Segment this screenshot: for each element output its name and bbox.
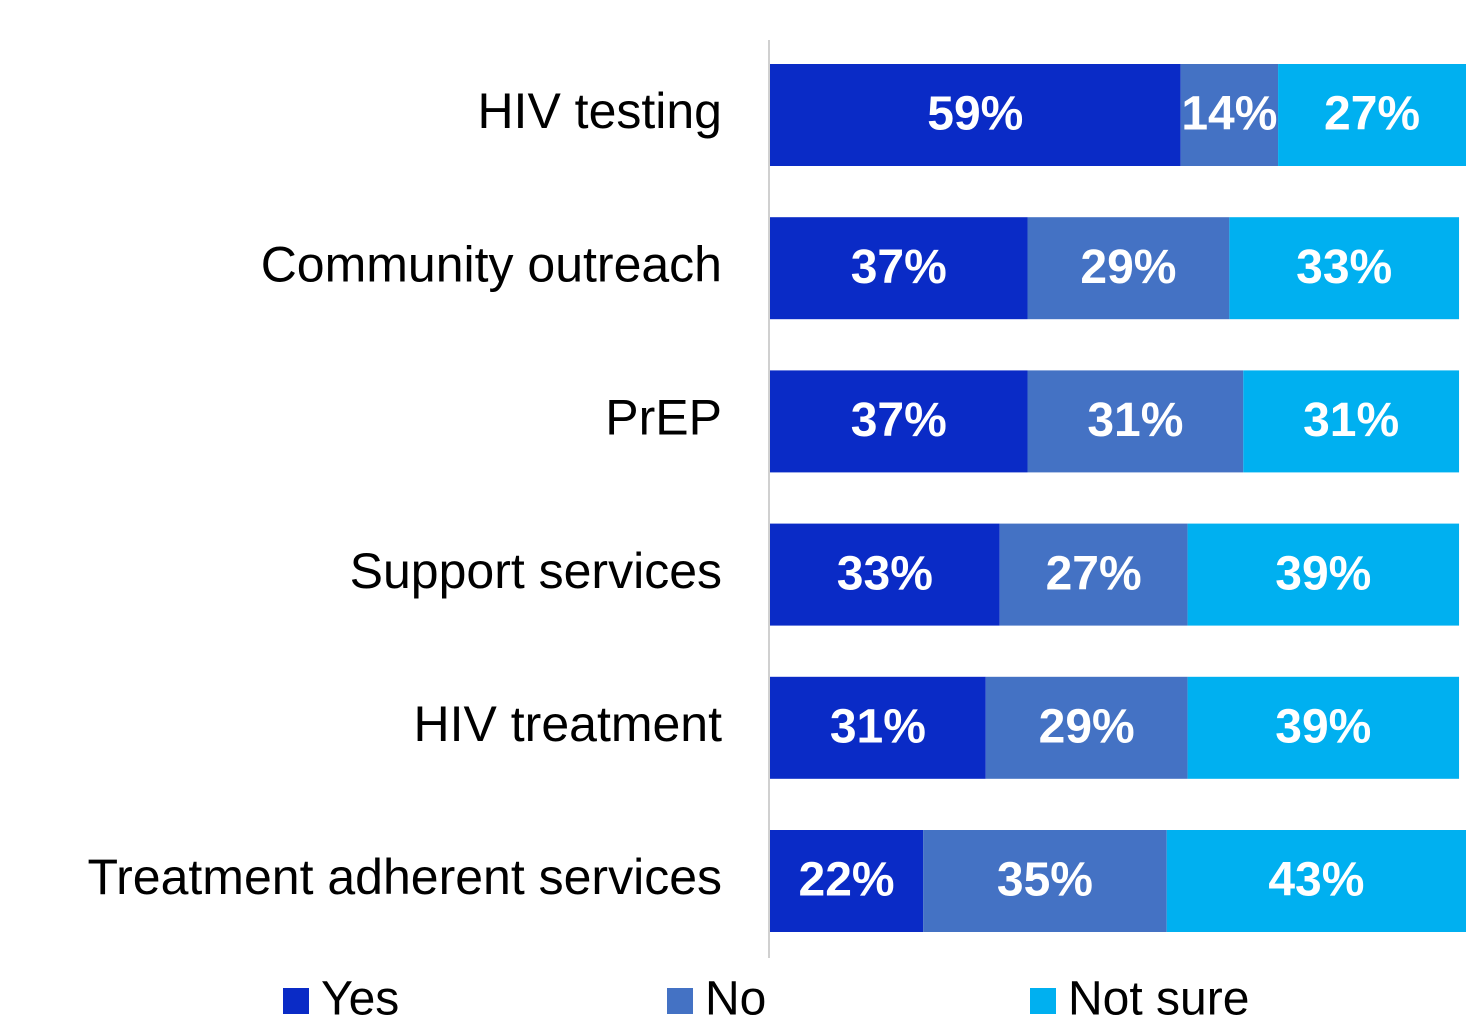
bar-segment [1229, 217, 1460, 320]
value-label: 31% [1303, 394, 1399, 447]
value-label: 59% [927, 88, 1023, 141]
value-label: 14% [1181, 88, 1277, 141]
category-label: HIV testing [477, 83, 722, 139]
category-label: Treatment adherent services [87, 849, 722, 905]
value-label: 37% [851, 394, 947, 447]
bar-segment [1027, 217, 1230, 320]
value-label: 33% [837, 547, 933, 600]
category-label: HIV treatment [414, 696, 723, 752]
value-label: 27% [1324, 88, 1420, 141]
value-label: 29% [1080, 241, 1176, 294]
bar-segment [770, 370, 1028, 473]
value-label: 27% [1046, 547, 1142, 600]
category-label: Support services [350, 543, 722, 599]
value-label: 31% [830, 700, 926, 753]
legend-label: No [705, 973, 766, 1025]
legend-label: Not sure [1068, 973, 1249, 1025]
bar-segment [1027, 370, 1244, 473]
legend-swatch [667, 988, 693, 1014]
bar-segment [770, 676, 986, 779]
value-label: 33% [1296, 241, 1392, 294]
bar-segment [1180, 64, 1279, 166]
bar-segment [999, 523, 1188, 626]
value-label: 35% [997, 854, 1093, 907]
legend-swatch [283, 988, 309, 1014]
value-label: 39% [1275, 547, 1371, 600]
bar-segment [1243, 370, 1460, 473]
bar-segment [1166, 830, 1466, 932]
bar-segment [770, 64, 1181, 166]
bar-segment [1187, 523, 1460, 626]
value-label: 39% [1275, 700, 1371, 753]
value-label: 37% [851, 241, 947, 294]
category-label: PrEP [605, 390, 722, 446]
value-label: 29% [1039, 700, 1135, 753]
bar-segment [923, 830, 1167, 932]
category-label: Community outreach [261, 236, 722, 292]
bar-segment [1278, 64, 1466, 166]
bar-segment [770, 830, 924, 932]
value-label: 31% [1087, 394, 1183, 447]
bar-segment [770, 523, 1000, 626]
legend-label: Yes [321, 973, 399, 1025]
value-label: 43% [1268, 854, 1364, 907]
bar-segment [770, 217, 1028, 320]
value-label: 22% [799, 854, 895, 907]
bar-segment [985, 676, 1188, 779]
legend-swatch [1030, 988, 1056, 1014]
bar-segment [1187, 676, 1460, 779]
